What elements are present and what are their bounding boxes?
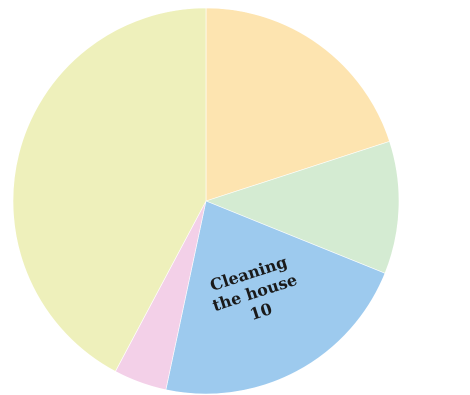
pie-slices [12, 7, 400, 395]
pie-slice-4 [12, 7, 207, 372]
pie-slice-0 [205, 7, 390, 202]
pie-slice-1 [205, 140, 400, 274]
pie-slice-2 [165, 200, 386, 395]
